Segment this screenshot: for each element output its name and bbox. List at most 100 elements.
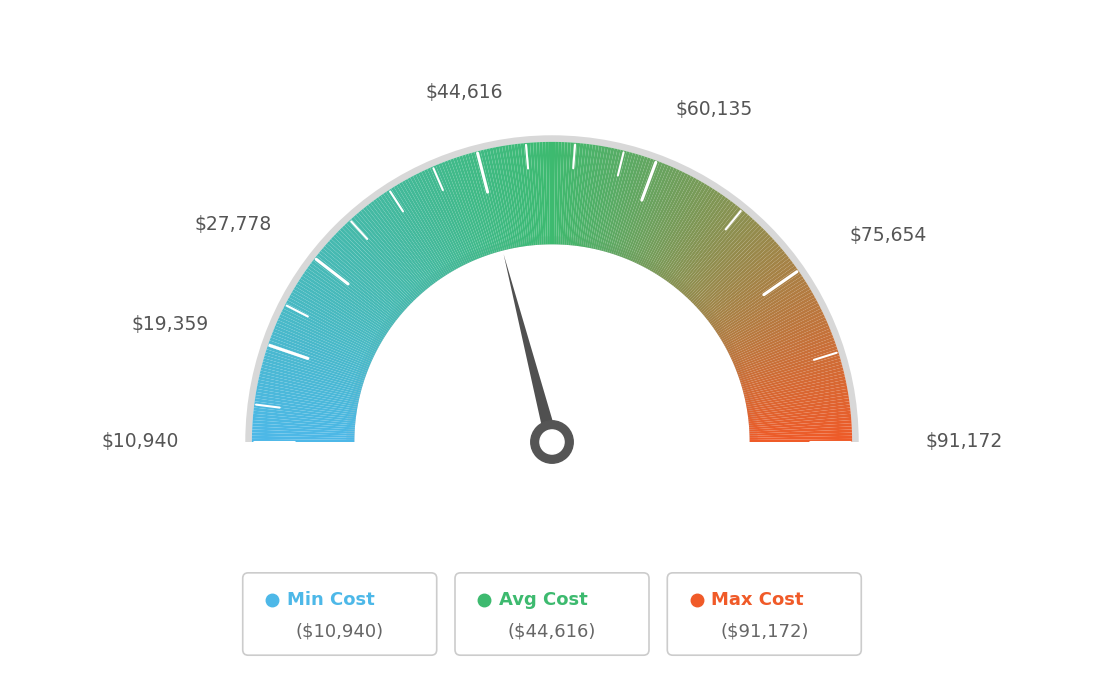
Wedge shape	[564, 142, 574, 245]
Wedge shape	[688, 223, 760, 299]
FancyBboxPatch shape	[455, 573, 649, 655]
Wedge shape	[336, 232, 411, 305]
Wedge shape	[379, 195, 439, 281]
Wedge shape	[256, 389, 358, 409]
Wedge shape	[280, 311, 374, 358]
Wedge shape	[321, 248, 401, 316]
Wedge shape	[649, 181, 702, 271]
FancyBboxPatch shape	[667, 573, 861, 655]
Wedge shape	[578, 145, 596, 246]
Wedge shape	[652, 184, 708, 273]
Wedge shape	[726, 300, 818, 351]
Wedge shape	[257, 383, 359, 405]
Wedge shape	[627, 164, 668, 260]
Wedge shape	[651, 182, 704, 272]
Wedge shape	[368, 203, 433, 286]
Wedge shape	[699, 241, 777, 311]
Wedge shape	[566, 143, 577, 245]
Wedge shape	[749, 408, 850, 422]
Wedge shape	[646, 177, 697, 269]
Wedge shape	[723, 292, 814, 345]
Wedge shape	[523, 143, 535, 245]
Wedge shape	[623, 161, 662, 258]
Wedge shape	[661, 192, 721, 279]
Wedge shape	[705, 253, 787, 319]
Wedge shape	[272, 331, 369, 371]
Wedge shape	[725, 297, 817, 348]
Wedge shape	[278, 317, 372, 362]
Wedge shape	[375, 197, 437, 282]
Wedge shape	[480, 150, 507, 250]
Wedge shape	[656, 187, 713, 275]
Wedge shape	[677, 209, 743, 290]
Wedge shape	[471, 152, 501, 252]
Wedge shape	[735, 328, 831, 369]
Wedge shape	[710, 261, 793, 324]
Text: $27,778: $27,778	[194, 215, 272, 234]
Wedge shape	[436, 164, 477, 260]
Wedge shape	[253, 420, 354, 430]
Wedge shape	[552, 142, 555, 244]
Wedge shape	[254, 408, 355, 422]
Wedge shape	[252, 433, 354, 438]
Wedge shape	[602, 151, 629, 251]
Wedge shape	[338, 230, 412, 304]
Wedge shape	[540, 142, 545, 244]
Text: Max Cost: Max Cost	[711, 591, 804, 609]
Wedge shape	[255, 395, 357, 413]
Wedge shape	[745, 380, 846, 403]
Wedge shape	[733, 323, 829, 366]
Wedge shape	[591, 148, 615, 248]
Circle shape	[531, 421, 573, 463]
Wedge shape	[256, 386, 358, 407]
Wedge shape	[253, 423, 354, 432]
Wedge shape	[293, 289, 382, 343]
Wedge shape	[747, 402, 850, 417]
Wedge shape	[694, 235, 771, 306]
Wedge shape	[689, 226, 762, 301]
Wedge shape	[499, 146, 519, 248]
Wedge shape	[590, 147, 612, 248]
Polygon shape	[503, 254, 559, 463]
Wedge shape	[744, 371, 845, 397]
Wedge shape	[587, 146, 608, 248]
Wedge shape	[405, 179, 457, 270]
Wedge shape	[283, 306, 375, 354]
Wedge shape	[573, 144, 586, 246]
Wedge shape	[530, 142, 540, 245]
Wedge shape	[351, 217, 422, 295]
Wedge shape	[253, 411, 355, 424]
Wedge shape	[361, 209, 427, 290]
Wedge shape	[484, 149, 509, 250]
Wedge shape	[750, 420, 851, 430]
Wedge shape	[625, 163, 666, 259]
Wedge shape	[613, 157, 648, 255]
Wedge shape	[286, 300, 378, 351]
Wedge shape	[386, 190, 444, 277]
Wedge shape	[533, 142, 542, 245]
Wedge shape	[407, 177, 458, 269]
Wedge shape	[537, 142, 544, 245]
Wedge shape	[644, 176, 693, 268]
Wedge shape	[745, 377, 846, 401]
Wedge shape	[254, 402, 357, 417]
Wedge shape	[702, 246, 782, 315]
Wedge shape	[617, 159, 654, 256]
Wedge shape	[429, 166, 474, 262]
Wedge shape	[729, 306, 821, 354]
Wedge shape	[400, 182, 453, 272]
Wedge shape	[599, 150, 627, 250]
Wedge shape	[673, 205, 739, 287]
Circle shape	[540, 430, 564, 454]
Wedge shape	[713, 268, 798, 329]
Wedge shape	[359, 210, 426, 291]
Wedge shape	[628, 166, 671, 261]
Wedge shape	[747, 392, 849, 411]
Wedge shape	[711, 263, 795, 326]
Wedge shape	[736, 335, 834, 373]
Wedge shape	[750, 435, 852, 440]
Wedge shape	[418, 172, 466, 265]
Wedge shape	[615, 157, 650, 255]
Wedge shape	[287, 297, 379, 348]
Wedge shape	[258, 380, 359, 403]
